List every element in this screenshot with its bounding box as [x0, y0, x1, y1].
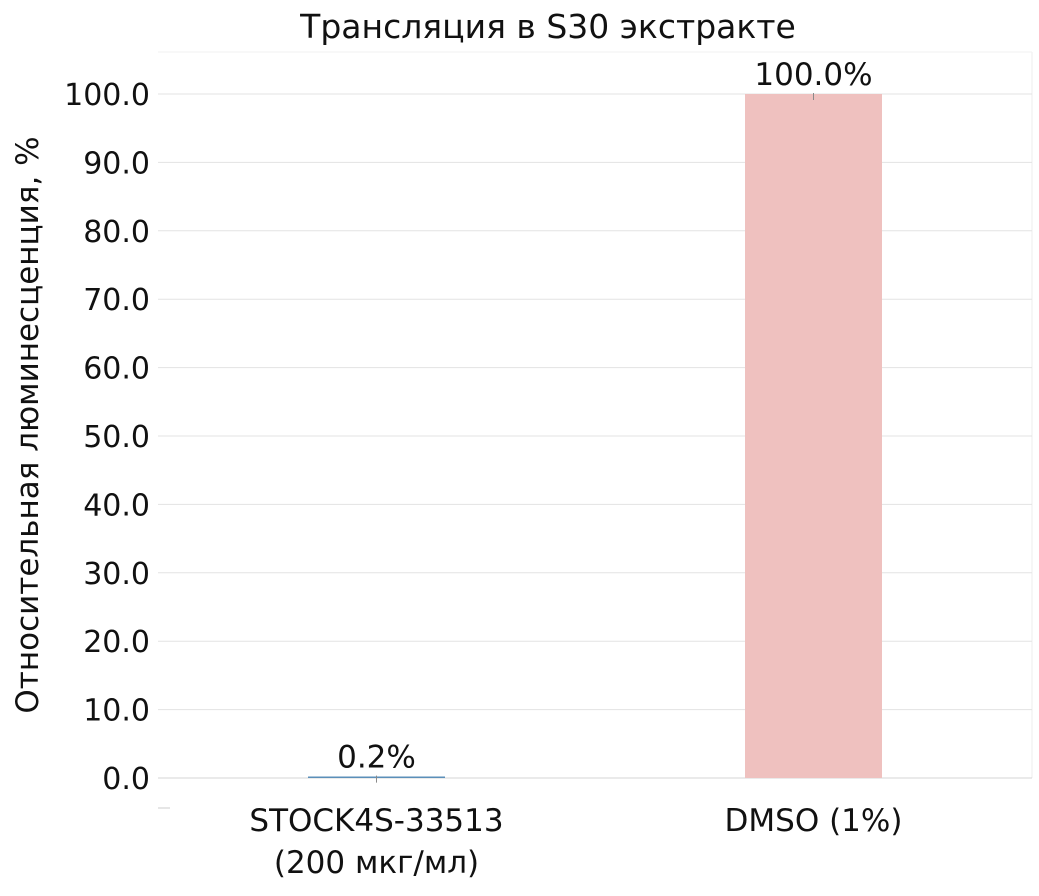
- y-tick-label: 30.0: [83, 557, 150, 592]
- x-tick-label-line: DMSO (1%): [725, 803, 903, 839]
- x-tick-label: STOCK4S-33513 (200 мкг/мл): [249, 803, 503, 881]
- y-tick-label: 100.0: [64, 78, 150, 113]
- y-tick-label: 10.0: [83, 694, 150, 729]
- x-tick-label: DMSO (1%): [725, 803, 903, 839]
- x-tick-label-line: (200 мкг/мл): [274, 845, 479, 881]
- y-tick-label: 20.0: [83, 625, 150, 660]
- plot-area: 0.0 10.0 20.0 30.0 40.0 50.0 60.0 70.0 80.0 90.0 1…: [64, 51, 1033, 881]
- chart-title: Трансляция в S30 экстракте: [299, 7, 796, 46]
- y-tick-label: 60.0: [83, 352, 150, 387]
- y-tick-label: 90.0: [83, 146, 150, 181]
- x-tick-label-line: STOCK4S-33513: [249, 803, 503, 839]
- y-tick-label: 80.0: [83, 215, 150, 250]
- bar: [745, 94, 882, 778]
- y-tick-label: 70.0: [83, 283, 150, 318]
- y-axis-label: Относительная люминесценция, %: [10, 136, 46, 713]
- data-label: 100.0%: [754, 57, 872, 93]
- data-label: 0.2%: [337, 740, 416, 776]
- y-tick-label: 40.0: [83, 488, 150, 523]
- y-tick-label: 50.0: [83, 420, 150, 455]
- y-tick-label: 0.0: [102, 762, 150, 797]
